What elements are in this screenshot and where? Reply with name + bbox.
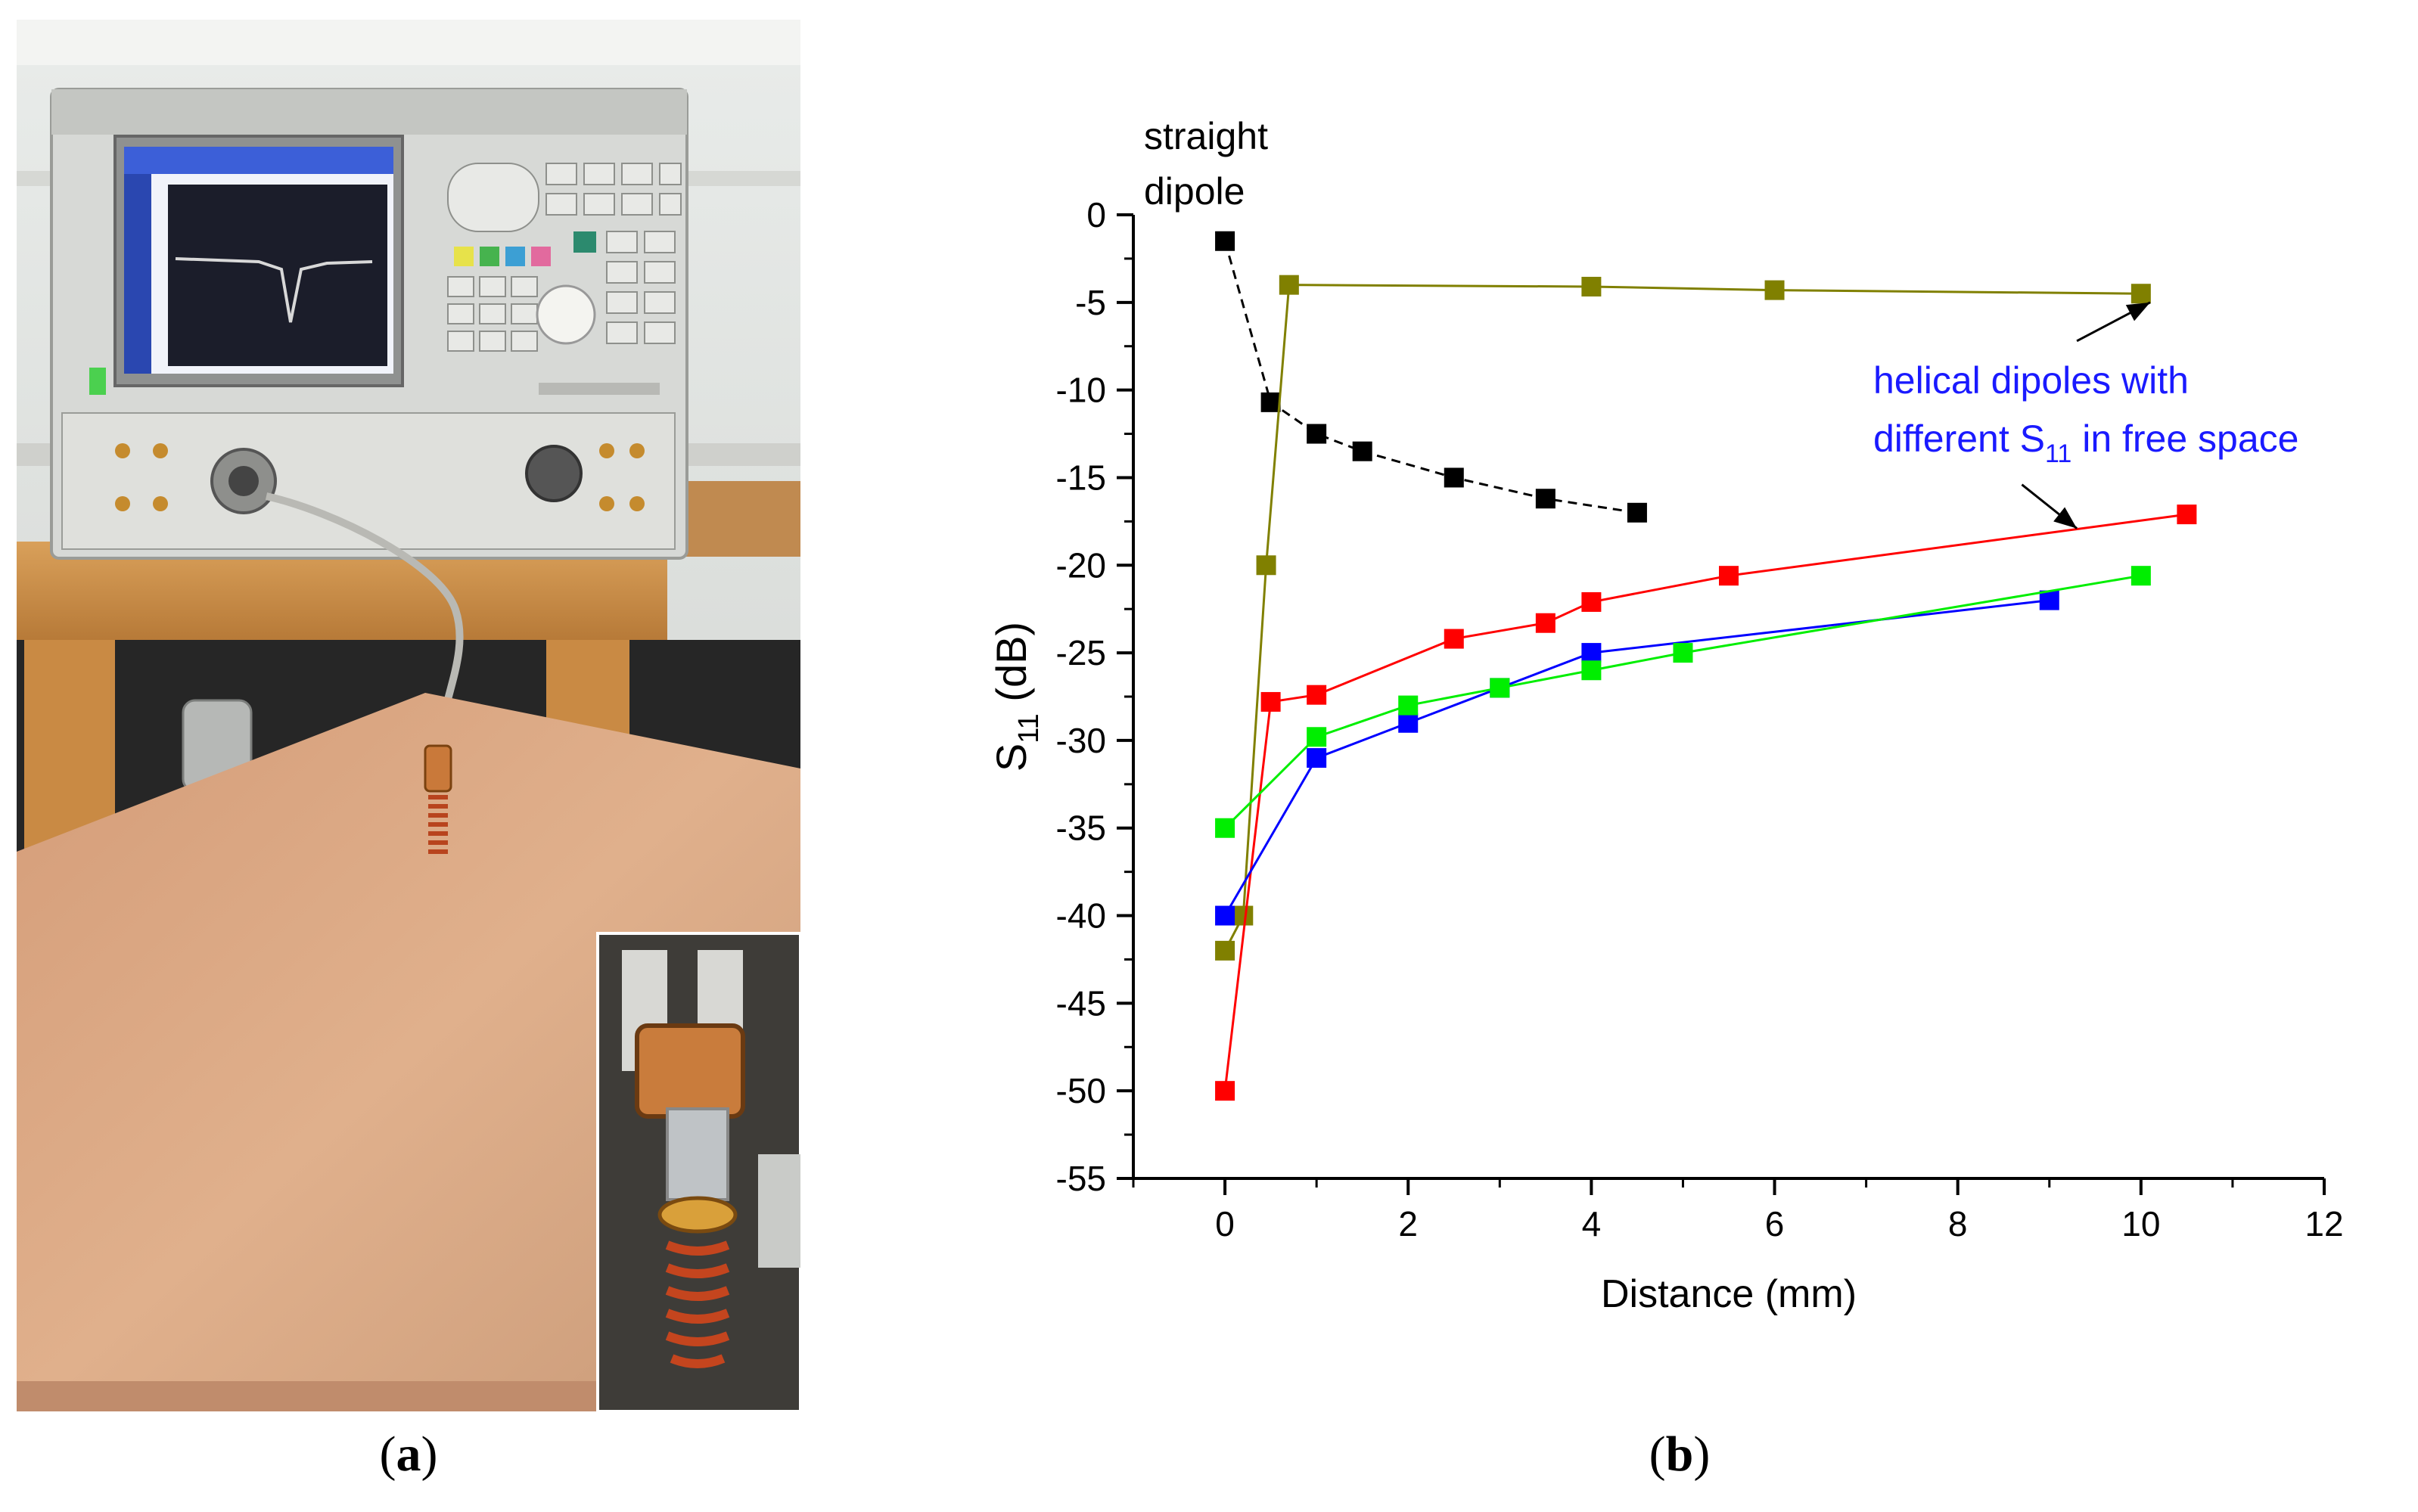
series-4-point <box>1490 678 1510 698</box>
series-2-point <box>1581 591 1602 612</box>
y-tick-label: -35 <box>1056 809 1106 848</box>
helical-dipole <box>424 744 452 793</box>
series-3-point <box>2039 590 2059 610</box>
series-4-point <box>1307 727 1327 747</box>
x-axis-label: Distance (mm) <box>1601 1272 1857 1316</box>
annotation-straight-dipole-line1: straight <box>1144 115 1268 157</box>
series-4-line <box>1224 574 2142 829</box>
series-0-point <box>1215 231 1235 251</box>
series-1-point <box>2131 284 2151 304</box>
annotation-helical-line2-sub: 11 <box>2045 439 2071 468</box>
x-tick-label: 0 <box>1215 1204 1235 1243</box>
panel-label-a: (a) <box>379 1427 438 1482</box>
series-1-point <box>1279 275 1299 295</box>
x-tick-label: 2 <box>1398 1204 1418 1243</box>
series-3-line <box>1223 599 2050 917</box>
series-1 <box>1215 275 2151 961</box>
series-4-point <box>1398 695 1419 716</box>
series-4-point <box>1673 643 1693 663</box>
annotation-helical-line1: helical dipoles with <box>1873 359 2189 402</box>
series-1-point <box>1764 280 1785 300</box>
series-3-point <box>1307 748 1327 768</box>
series-3 <box>1215 590 2059 926</box>
series-2-point <box>1307 685 1327 705</box>
lab-setup-photo <box>17 20 803 1413</box>
annotation-arrow-head-0 <box>2125 302 2150 321</box>
x-tick-label: 6 <box>1765 1204 1785 1243</box>
y-tick-label: -10 <box>1056 371 1106 410</box>
series-0-point <box>1352 441 1372 461</box>
y-axis-label: S11 (dB) <box>987 622 1045 772</box>
y-tick-label: -45 <box>1056 983 1106 1023</box>
series-3-point <box>1398 713 1419 733</box>
x-tick-label: 10 <box>2121 1204 2160 1243</box>
series-2 <box>1215 505 2197 1101</box>
annotation-helical-line2-post: in free space <box>2071 418 2298 460</box>
series-2-point <box>2177 505 2197 525</box>
series-0-point <box>1307 424 1327 444</box>
series-2-point <box>1719 566 1739 586</box>
series-1-point <box>1215 940 1235 961</box>
series-3-point <box>1215 905 1235 926</box>
photo-panel <box>17 20 803 1413</box>
s11-trace <box>175 257 373 323</box>
power-led <box>89 368 106 395</box>
annotation-helical-line2-pre: different S <box>1873 418 2045 460</box>
x-tick-label: 4 <box>1582 1204 1602 1243</box>
series-0-point <box>1535 489 1556 509</box>
series-3-point <box>1581 643 1602 663</box>
annotation-helical-line2: different S11 in free space <box>1873 418 2298 468</box>
panel-label-b: (b) <box>1649 1427 1711 1482</box>
coax-cable <box>265 492 464 747</box>
series-4-point <box>2131 566 2151 586</box>
series-1-point <box>1581 276 1602 297</box>
y-tick-label: -50 <box>1056 1071 1106 1110</box>
series-2-point <box>1444 629 1464 649</box>
annotation-straight-dipole-line2: dipole <box>1144 170 1245 213</box>
inset-closeup <box>596 932 802 1413</box>
y-tick-label: -25 <box>1056 633 1106 672</box>
x-tick-label: 8 <box>1948 1204 1968 1243</box>
series-2-point <box>1260 691 1281 712</box>
s11-chart: 0 2 4 6 8 10 12 0 -5 -10 -15 -20 -25 -30 -35 -40 -45 -50 -… <box>987 115 2344 1316</box>
series-0 <box>1215 231 1647 523</box>
x-tick-label: 12 <box>2305 1204 2343 1243</box>
series-2-point <box>1535 613 1556 633</box>
y-tick-label: -40 <box>1056 896 1106 936</box>
series-0-point <box>1444 467 1464 488</box>
y-tick-label: 0 <box>1086 195 1106 234</box>
series-0-point <box>1260 392 1281 412</box>
series-4 <box>1215 566 2151 838</box>
y-tick-label: -55 <box>1056 1159 1106 1198</box>
series-1-point <box>1233 905 1254 926</box>
y-tick-label: -20 <box>1056 545 1106 585</box>
rotary-knob <box>536 284 596 345</box>
annotation-arrow-head-1 <box>2053 507 2078 529</box>
series-2-point <box>1215 1081 1235 1101</box>
series-4-point <box>1581 660 1602 681</box>
chart-panel: 0 2 4 6 8 10 12 0 -5 -10 -15 -20 -25 -30 -35 -40 -45 -50 -… <box>878 45 2418 1452</box>
series-0-point <box>1627 502 1647 523</box>
series-1-point <box>1256 555 1276 576</box>
y-tick-label: -5 <box>1075 283 1106 322</box>
series-4-point <box>1215 818 1235 838</box>
y-tick-label: -15 <box>1056 458 1106 497</box>
port-2-connector <box>525 445 583 502</box>
y-tick-label: -30 <box>1056 721 1106 760</box>
